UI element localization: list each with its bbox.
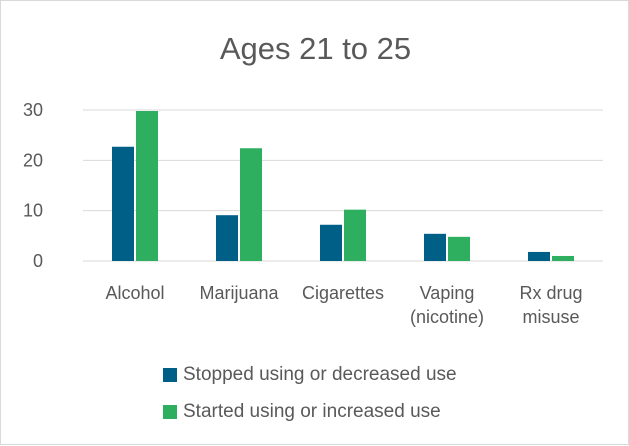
legend-swatch-series-2 [163,405,177,419]
x-tick-label-4-1: misuse [522,307,579,327]
bar-2-marijuana [240,148,262,261]
chart-title: Ages 21 to 25 [219,31,412,66]
x-tick-label-0-0: Alcohol [105,283,164,303]
x-tick-label-2-0: Cigarettes [302,283,384,303]
legend-label-series-2: Started using or increased use [183,401,441,422]
bar-2-rx-drug-misuse [552,255,574,261]
y-tick-label-20: 20 [23,150,43,170]
legend-label-series-1: Stopped using or decreased use [183,364,457,385]
y-tick-label-10: 10 [23,201,43,221]
bar-1-vaping-nicotine- [424,233,446,261]
legend-item-series-2: Started using or increased use [163,400,441,424]
x-tick-label-4-0: Rx drug [519,283,582,303]
y-tick-label-30: 30 [23,100,43,120]
y-tick-label-0: 0 [33,251,43,271]
bar-2-vaping-nicotine- [448,236,470,261]
legend-swatch-series-1 [163,368,177,382]
bar-2-cigarettes [344,209,366,261]
x-tick-label-3-0: Vaping [420,283,475,303]
legend-item-series-1: Stopped using or decreased use [163,363,457,387]
x-tick-label-1-0: Marijuana [199,283,279,303]
x-tick-label-3-1: (nicotine) [410,307,484,327]
bar-1-cigarettes [320,224,342,261]
bar-1-alcohol [112,146,134,261]
bar-1-marijuana [216,215,238,261]
bar-2-alcohol [136,111,158,261]
bar-1-rx-drug-misuse [528,251,550,261]
